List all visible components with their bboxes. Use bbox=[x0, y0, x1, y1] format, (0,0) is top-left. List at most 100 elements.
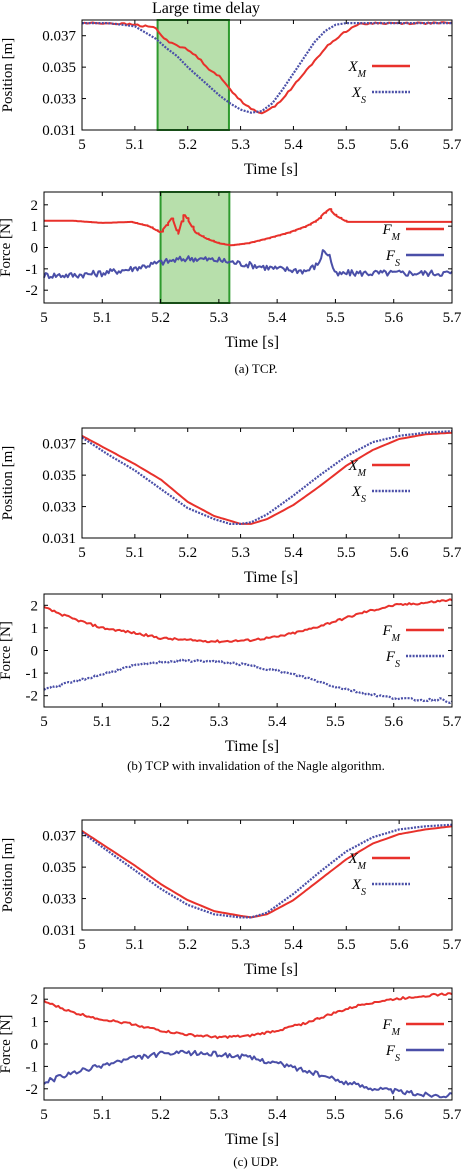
x-tick-label: 5 bbox=[40, 1107, 48, 1123]
x-tick-label: 5.5 bbox=[337, 545, 356, 561]
x-tick-label: 5.4 bbox=[268, 1107, 287, 1123]
legend-label: FM bbox=[381, 222, 400, 243]
series-x-s bbox=[81, 430, 453, 525]
x-tick-label: 5 bbox=[40, 714, 48, 730]
x-tick-label: 5.7 bbox=[443, 937, 462, 953]
legend-label: FS bbox=[385, 248, 400, 269]
plot-frame bbox=[81, 819, 453, 931]
y-tick-label: -1 bbox=[26, 1059, 39, 1075]
y-tick-label: -2 bbox=[26, 689, 39, 705]
y-tick-label: 2 bbox=[31, 992, 39, 1008]
legend-subscript: S bbox=[361, 95, 366, 106]
series-f-m bbox=[43, 598, 453, 644]
x-axis-label: Time [s] bbox=[244, 569, 298, 586]
x-tick-label: 5.1 bbox=[125, 937, 144, 953]
series-x-m bbox=[81, 825, 453, 919]
legend-label: FS bbox=[385, 1043, 400, 1064]
y-tick-label: 0.031 bbox=[42, 531, 76, 547]
plot-frame bbox=[81, 19, 453, 131]
y-tick-label: 2 bbox=[31, 198, 39, 214]
legend-label: FS bbox=[385, 649, 400, 670]
x-axis-label: Time [s] bbox=[225, 334, 279, 351]
x-tick-label: 5.6 bbox=[390, 937, 409, 953]
y-axis-label: Position [m] bbox=[0, 38, 16, 113]
y-tick-label: 0 bbox=[31, 1037, 39, 1053]
legend-label: XM bbox=[347, 59, 366, 80]
highlight-band bbox=[159, 191, 231, 304]
x-axis-label: Time [s] bbox=[225, 738, 279, 755]
x-tick-label: 5 bbox=[78, 937, 86, 953]
x-tick-label: 5.7 bbox=[443, 714, 462, 730]
x-tick-label: 5 bbox=[78, 545, 86, 561]
x-axis-label: Time [s] bbox=[244, 961, 298, 978]
y-tick-label: 2 bbox=[31, 598, 39, 614]
legend-subscript: S bbox=[361, 494, 366, 505]
x-tick-label: 5.2 bbox=[151, 714, 170, 730]
annotation-large-time-delay: Large time delay bbox=[152, 0, 260, 17]
series-x-s bbox=[81, 823, 453, 919]
y-tick-label: 0.035 bbox=[42, 860, 76, 876]
series-f-m bbox=[43, 992, 453, 1040]
y-tick-label: 0.035 bbox=[42, 60, 76, 76]
chart-c-force: 5 5.1 5.2 5.3 5.4 5.5 5.6 5.7 2 1 0 -1 -2 Time [s] For… bbox=[0, 987, 462, 1148]
x-tick-label: 5.6 bbox=[390, 137, 409, 153]
y-axis-label: Position [m] bbox=[0, 446, 16, 521]
y-axis-label: Force [N] bbox=[0, 1015, 14, 1074]
y-axis-label: Force [N] bbox=[0, 218, 14, 277]
x-axis-label: Time [s] bbox=[225, 1131, 279, 1148]
chart-b-force: 5 5.1 5.2 5.3 5.4 5.5 5.6 5.7 2 1 0 -1 -2 Time [s] For… bbox=[0, 593, 462, 755]
x-tick-label: 5.2 bbox=[178, 545, 197, 561]
legend-subscript: M bbox=[357, 861, 367, 872]
x-tick-label: 5.7 bbox=[443, 310, 462, 326]
series-f-s bbox=[43, 1049, 453, 1099]
legend-label: XM bbox=[347, 458, 366, 479]
y-tick-label: 1 bbox=[31, 219, 39, 235]
x-tick-label: 5.4 bbox=[284, 545, 303, 561]
x-tick-label: 5.2 bbox=[151, 310, 170, 326]
legend-subscript: S bbox=[395, 258, 400, 269]
x-tick-label: 5.5 bbox=[326, 714, 345, 730]
y-tick-label: 0.033 bbox=[42, 500, 76, 516]
x-tick-label: 5 bbox=[78, 137, 86, 153]
x-tick-label: 5.5 bbox=[337, 137, 356, 153]
x-tick-label: 5.1 bbox=[125, 137, 144, 153]
y-tick-label: -2 bbox=[26, 1082, 39, 1098]
x-tick-label: 5.5 bbox=[337, 937, 356, 953]
x-tick-label: 5.3 bbox=[231, 545, 250, 561]
series-x-m bbox=[81, 431, 453, 525]
legend-subscript: M bbox=[391, 633, 401, 644]
x-tick-label: 5.5 bbox=[326, 310, 345, 326]
figure-caption: (b) TCP with invalidation of the Nagle a… bbox=[127, 758, 385, 773]
x-tick-label: 5.7 bbox=[443, 1107, 462, 1123]
figure-caption: (a) TCP. bbox=[234, 361, 277, 376]
chart-a-position: 5 5.1 5.2 5.3 5.4 5.5 5.6 5.7 0.031 0.033 0.035 0.0… bbox=[0, 0, 462, 178]
y-tick-label: 0.033 bbox=[42, 92, 76, 108]
y-axis-label: Force [N] bbox=[0, 621, 14, 680]
legend-label: FM bbox=[381, 1017, 400, 1038]
x-tick-label: 5.6 bbox=[384, 714, 403, 730]
chart-b-position: 5 5.1 5.2 5.3 5.4 5.5 5.6 5.7 0.031 0.033 0.035 0.0… bbox=[0, 427, 462, 586]
y-tick-label: 1 bbox=[31, 1015, 39, 1031]
x-tick-label: 5.3 bbox=[209, 714, 228, 730]
y-tick-label: 0.035 bbox=[42, 468, 76, 484]
x-tick-label: 5 bbox=[40, 310, 48, 326]
x-tick-label: 5.2 bbox=[151, 1107, 170, 1123]
chart-a-force: 5 5.1 5.2 5.3 5.4 5.5 5.6 5.7 2 1 0 -1 -2 Time [s] For… bbox=[0, 191, 462, 351]
y-tick-label: 0.037 bbox=[42, 829, 76, 845]
x-axis-label: Time [s] bbox=[244, 161, 298, 178]
x-tick-label: 5.5 bbox=[326, 1107, 345, 1123]
chart-c-position: 5 5.1 5.2 5.3 5.4 5.5 5.6 5.7 0.031 0.033 0.035 0.0… bbox=[0, 819, 462, 978]
legend-label: XS bbox=[351, 85, 366, 106]
series-f-s bbox=[43, 249, 453, 280]
x-tick-label: 5.3 bbox=[209, 1107, 228, 1123]
series-x-m bbox=[81, 21, 453, 115]
x-tick-label: 5.4 bbox=[284, 137, 303, 153]
y-tick-label: 0 bbox=[31, 644, 39, 660]
figure-caption: (c) UDP. bbox=[233, 1154, 279, 1169]
x-tick-label: 5.3 bbox=[231, 937, 250, 953]
x-tick-label: 5.2 bbox=[178, 937, 197, 953]
x-tick-label: 5.4 bbox=[268, 310, 287, 326]
legend-subscript: M bbox=[391, 1027, 401, 1038]
